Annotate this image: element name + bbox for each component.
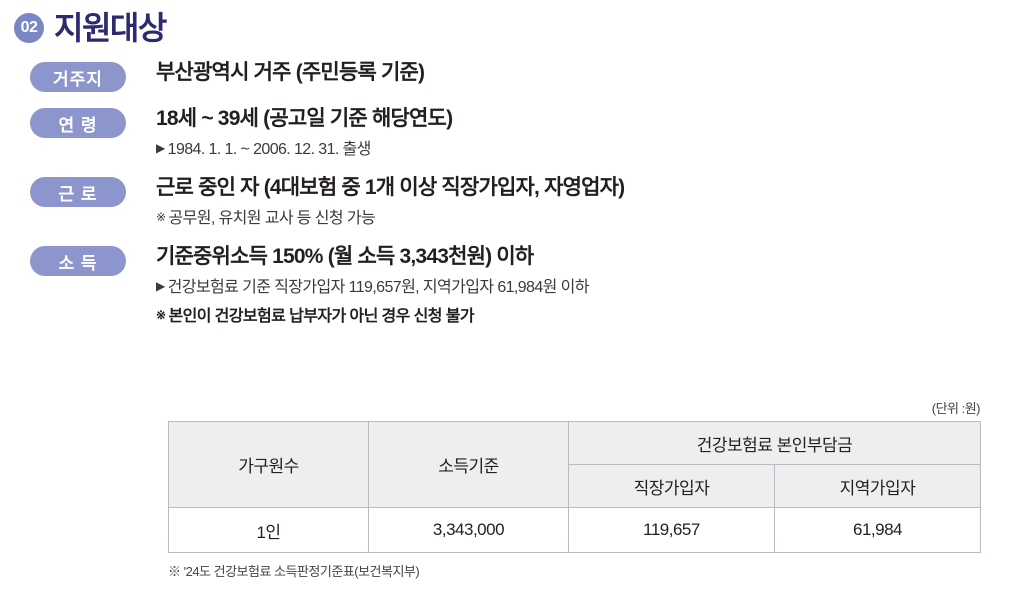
income-criteria-table: 가구원수 소득기준 건강보험료 본인부담금 직장가입자 지역가입자 1인 3,3…	[168, 421, 981, 553]
criteria-body-income: 기준중위소득 150% (월 소득 3,343천원) 이하 ▶ 건강보험료 기준 …	[126, 244, 1011, 328]
section-header: 02 지원대상	[0, 0, 1011, 44]
criteria-main-text: 근로 중인 자 (4대보험 중 1개 이상 직장가입자, 자영업자)	[156, 176, 625, 200]
cell-regional: 61,984	[774, 507, 981, 553]
criteria-sub-text: 건강보험료 기준 직장가입자 119,657원, 지역가입자 61,984원 이…	[167, 279, 590, 297]
page-title: 지원대상	[54, 10, 167, 46]
criteria-sub-line: ※ 공무원, 유치원 교사 등 신청 가능	[156, 209, 1011, 230]
list-item: 근 로 근로 중인 자 (4대보험 중 1개 이상 직장가입자, 자영업자) ※…	[30, 175, 1011, 230]
criteria-main-text: 기준중위소득 150% (월 소득 3,343천원) 이하	[156, 245, 534, 269]
cell-income-standard: 3,343,000	[368, 507, 569, 553]
criteria-sub-text: 본인이 건강보험료 납부자가 아닌 경우 신청 불가	[168, 308, 474, 326]
criteria-label-residence: 거주지	[30, 62, 126, 92]
criteria-main-text: 부산광역시 거주 (주민등록 기준)	[156, 61, 425, 84]
criteria-sub-text: 공무원, 유치원 교사 등 신청 가능	[168, 210, 376, 228]
criteria-sub-line: ▶ 건강보험료 기준 직장가입자 119,657원, 지역가입자 61,984원 …	[156, 278, 1011, 299]
cell-employee: 119,657	[568, 507, 775, 553]
table-header-household: 가구원수	[168, 421, 369, 508]
table-footnote: ※ '24도 건강보험료 소득판정기준표(보건복지부)	[168, 564, 420, 579]
table-unit-label: (단위 :원)	[931, 401, 981, 416]
criteria-label-work: 근 로	[30, 177, 126, 208]
section-number-badge: 02	[14, 13, 44, 43]
criteria-list: 거주지 부산광역시 거주 (주민등록 기준) 연 령 18세 ~ 39세 (공고…	[0, 60, 1011, 328]
list-item: 소 득 기준중위소득 150% (월 소득 3,343천원) 이하 ▶ 건강보험료…	[30, 244, 1011, 328]
criteria-sub-line: ▶ 1984. 1. 1. ~ 2006. 12. 31. 출생	[156, 140, 1011, 161]
criteria-body-residence: 부산광역시 거주 (주민등록 기준)	[126, 60, 1011, 86]
reference-mark-icon: ※	[156, 210, 166, 225]
criteria-main-text: 18세 ~ 39세 (공고일 기준 해당연도)	[156, 107, 453, 130]
table-header-regional: 지역가입자	[774, 464, 981, 508]
criteria-body-age: 18세 ~ 39세 (공고일 기준 해당연도) ▶ 1984. 1. 1. ~ 2…	[126, 106, 1011, 161]
table-header-income-standard: 소득기준	[368, 421, 569, 508]
reference-mark-icon: ※	[156, 308, 166, 323]
criteria-label-age: 연 령	[30, 108, 126, 138]
table-header-subrow: 직장가입자 지역가입자	[169, 464, 981, 508]
criteria-sub-line-warning: ※ 본인이 건강보험료 납부자가 아닌 경우 신청 불가	[156, 307, 1011, 328]
triangle-bullet-icon: ▶	[156, 279, 165, 294]
list-item: 거주지 부산광역시 거주 (주민등록 기준)	[30, 60, 1011, 92]
criteria-body-work: 근로 중인 자 (4대보험 중 1개 이상 직장가입자, 자영업자) ※ 공무원,…	[126, 175, 1011, 230]
criteria-label-income: 소 득	[30, 246, 126, 277]
table-header-employee: 직장가입자	[568, 464, 775, 508]
income-table-section: (단위 :원) 가구원수 소득기준 건강보험료 본인부담금 직장가입자 지역가입…	[168, 398, 981, 580]
list-item: 연 령 18세 ~ 39세 (공고일 기준 해당연도) ▶ 1984. 1. 1.…	[30, 106, 1011, 161]
table-header-row: 가구원수 소득기준 건강보험료 본인부담금	[168, 421, 981, 508]
table-head: 가구원수 소득기준 건강보험료 본인부담금 직장가입자 지역가입자	[168, 421, 981, 508]
table-row: 1인 3,343,000 119,657 61,984	[168, 507, 981, 553]
table-body: 1인 3,343,000 119,657 61,984	[168, 507, 981, 553]
triangle-bullet-icon: ▶	[156, 141, 165, 156]
cell-household: 1인	[168, 507, 369, 553]
table-header-insurance-group: 건강보험료 본인부담금	[568, 421, 981, 465]
criteria-sub-text: 1984. 1. 1. ~ 2006. 12. 31. 출생	[167, 141, 372, 159]
